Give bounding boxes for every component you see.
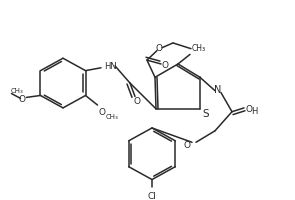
Text: O: O — [134, 96, 140, 105]
Text: N: N — [214, 84, 222, 94]
Text: O: O — [184, 140, 191, 149]
Text: CH₃: CH₃ — [11, 87, 24, 93]
Text: H: H — [104, 62, 110, 71]
Text: H: H — [251, 107, 257, 116]
Text: CH₃: CH₃ — [106, 113, 118, 119]
Text: O: O — [245, 105, 253, 114]
Text: CH₃: CH₃ — [192, 44, 206, 53]
Text: S: S — [203, 108, 209, 118]
Text: N: N — [109, 62, 115, 71]
Text: O: O — [155, 44, 163, 53]
Text: O: O — [161, 61, 168, 70]
Text: Cl: Cl — [148, 191, 156, 200]
Text: O: O — [99, 107, 106, 116]
Text: O: O — [19, 94, 25, 103]
